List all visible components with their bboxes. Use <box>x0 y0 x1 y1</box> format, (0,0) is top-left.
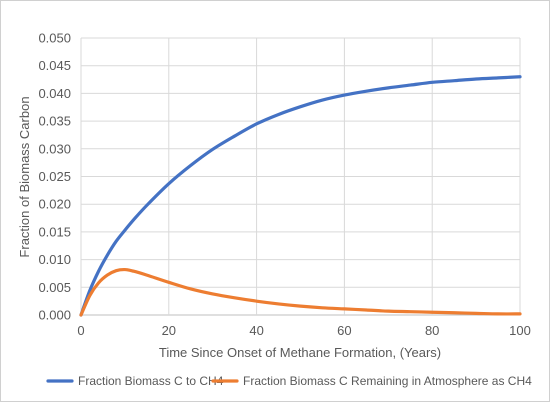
y-tick-label: 0.000 <box>38 308 71 323</box>
y-tick-label: 0.020 <box>38 197 71 212</box>
x-tick-label: 100 <box>509 323 531 338</box>
x-tick-label: 40 <box>249 323 263 338</box>
x-axis-ticks: 0 20 40 60 80 100 <box>77 323 530 338</box>
y-tick-label: 0.035 <box>38 114 71 129</box>
y-tick-label: 0.050 <box>38 31 71 46</box>
series-line-biomass-to-ch4 <box>79 75 522 317</box>
x-tick-label: 80 <box>425 323 439 338</box>
legend: Fraction Biomass C to CH4 Fraction Biomas… <box>46 374 532 388</box>
gridlines <box>80 37 521 316</box>
y-tick-label: 0.030 <box>38 141 71 156</box>
y-tick-label: 0.015 <box>38 224 71 239</box>
y-tick-label: 0.025 <box>38 169 71 184</box>
legend-label: Fraction Biomass C Remaining in Atmosphe… <box>243 374 532 388</box>
x-tick-label: 0 <box>77 323 84 338</box>
y-tick-label: 0.010 <box>38 252 71 267</box>
y-tick-label: 0.045 <box>38 58 71 73</box>
y-tick-label: 0.005 <box>38 280 71 295</box>
legend-label: Fraction Biomass C to CH4 <box>78 374 224 388</box>
y-axis-ticks: 0.000 0.005 0.010 0.015 0.020 0.025 0.030 0.035… <box>38 31 71 323</box>
x-tick-label: 20 <box>162 323 176 338</box>
series-lines <box>79 75 522 317</box>
series-line-remaining-ch4 <box>79 267 522 317</box>
x-axis-title: Time Since Onset of Methane Formation, (… <box>159 345 441 360</box>
y-axis-title: Fraction of Biomass Carbon <box>17 96 32 257</box>
y-tick-label: 0.040 <box>38 86 71 101</box>
x-tick-label: 60 <box>337 323 351 338</box>
